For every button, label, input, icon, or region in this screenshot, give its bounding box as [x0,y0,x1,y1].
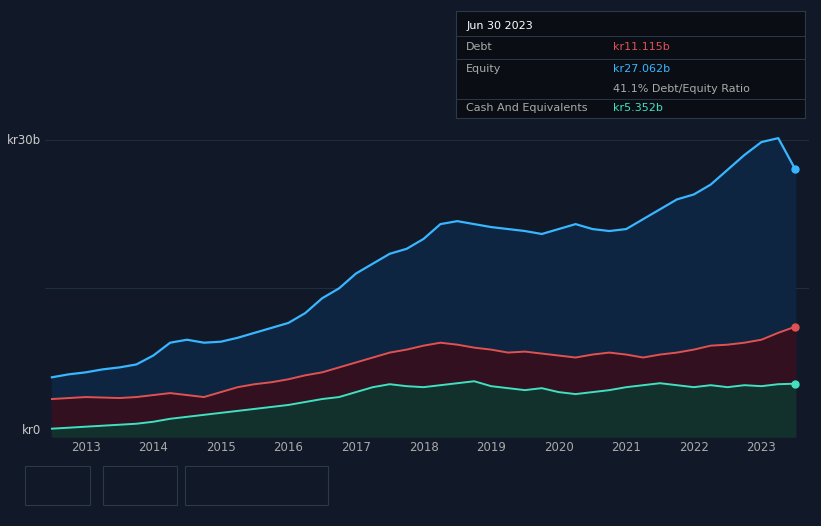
Text: 41.1% Debt/Equity Ratio: 41.1% Debt/Equity Ratio [612,84,750,94]
Text: Debt: Debt [48,480,75,490]
Text: kr0: kr0 [22,423,41,437]
Text: kr11.115b: kr11.115b [612,42,669,52]
Text: Equity: Equity [466,64,502,75]
Text: kr27.062b: kr27.062b [612,64,670,75]
Text: Cash And Equivalents: Cash And Equivalents [466,103,588,113]
Text: Cash And Equivalents: Cash And Equivalents [208,480,329,490]
Text: kr5.352b: kr5.352b [612,103,663,113]
Text: Jun 30 2023: Jun 30 2023 [466,21,533,32]
Text: Equity: Equity [126,480,161,490]
Text: ●: ● [193,480,201,490]
Text: ●: ● [111,480,119,490]
Text: ●: ● [33,480,41,490]
Text: Debt: Debt [466,42,493,52]
Text: kr30b: kr30b [7,134,41,147]
